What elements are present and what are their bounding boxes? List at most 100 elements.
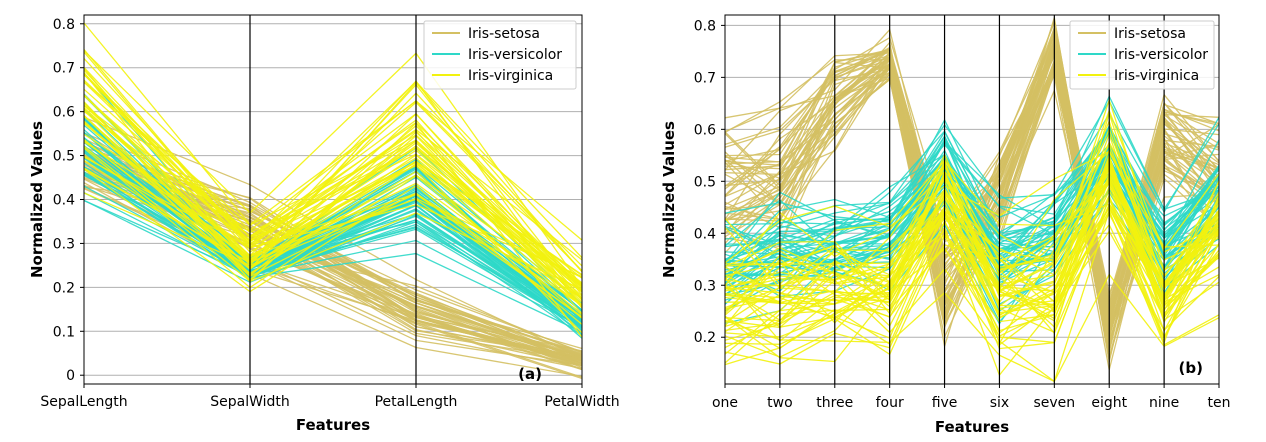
y-ticks-b: 0.2 0.3 0.4 0.5 0.6 0.7 0.8 bbox=[694, 18, 725, 346]
series-line-virginica bbox=[724, 173, 1220, 320]
y-tick-label: 0.4 bbox=[53, 193, 75, 209]
y-tick-label: 0.8 bbox=[694, 18, 716, 34]
chart-panel-a: 00.10.20.30.40.50.60.70.8 SepalLength Sep… bbox=[28, 14, 620, 434]
x-ticks-b: one two three four five six seven eight nine ten bbox=[712, 384, 1231, 411]
legend-label-versicolor: Iris-versicolor bbox=[1114, 47, 1208, 63]
series-line-virginica bbox=[83, 73, 583, 306]
x-tick-label: SepalWidth bbox=[210, 394, 290, 410]
series-line-virginica bbox=[724, 140, 1220, 299]
y-axis-label-b: Normalized Values bbox=[660, 121, 678, 278]
series-line-virginica bbox=[83, 51, 583, 278]
x-tick-label: nine bbox=[1149, 395, 1179, 411]
y-tick-label: 0.6 bbox=[694, 122, 716, 138]
series-line-virginica bbox=[724, 177, 1220, 329]
panel-label-a: (a) bbox=[518, 365, 542, 383]
series-line-virginica bbox=[83, 147, 583, 316]
legend-box-a bbox=[423, 20, 577, 90]
y-tick-label: 0.7 bbox=[694, 70, 716, 86]
legend-box-b bbox=[1069, 20, 1215, 90]
series-line-setosa bbox=[83, 182, 583, 378]
x-ticks-a: SepalLength SepalWidth PetalLength PetalWid… bbox=[40, 384, 620, 410]
x-axis-label-a: Features bbox=[296, 416, 370, 434]
y-tick-label: 0.3 bbox=[694, 278, 716, 294]
x-tick-label: five bbox=[932, 395, 958, 411]
series-line-versicolor bbox=[83, 137, 583, 323]
x-tick-label: SepalLength bbox=[40, 394, 127, 410]
series-line-virginica bbox=[83, 133, 583, 288]
x-tick-label: PetalWidth bbox=[544, 394, 619, 410]
series-line-virginica bbox=[83, 88, 583, 299]
y-tick-label: 0.2 bbox=[694, 330, 716, 346]
chart-panel-b: 0.2 0.3 0.4 0.5 0.6 0.7 0.8 one two three four fiv… bbox=[660, 14, 1231, 436]
y-tick-label: 0.4 bbox=[694, 226, 716, 242]
y-axis-label-a: Normalized Values bbox=[28, 121, 46, 278]
y-tick-label: 0.5 bbox=[694, 174, 716, 190]
series-line-virginica bbox=[83, 72, 583, 290]
series-line-virginica bbox=[83, 121, 583, 307]
series-line-versicolor bbox=[83, 171, 583, 330]
series-line-virginica bbox=[83, 95, 583, 292]
x-tick-label: one bbox=[712, 395, 738, 411]
x-tick-label: eight bbox=[1091, 395, 1127, 411]
y-tick-label: 0 bbox=[66, 368, 75, 384]
y-tick-label: 0.7 bbox=[53, 61, 75, 77]
x-tick-label: seven bbox=[1033, 395, 1075, 411]
series-line-virginica bbox=[724, 148, 1220, 305]
x-tick-label: ten bbox=[1208, 395, 1231, 411]
x-axis-label-b: Features bbox=[935, 418, 1009, 436]
series-line-virginica bbox=[724, 193, 1220, 345]
legend-label-versicolor: Iris-versicolor bbox=[468, 47, 562, 63]
series-line-virginica bbox=[83, 50, 583, 288]
series-line-virginica bbox=[724, 111, 1220, 307]
panel-label-b: (b) bbox=[1179, 359, 1203, 377]
series-line-virginica bbox=[83, 168, 583, 325]
y-tick-label: 0.1 bbox=[53, 324, 75, 340]
feature-axes-a bbox=[249, 15, 417, 384]
series-line-virginica bbox=[724, 98, 1220, 287]
series-line-virginica bbox=[83, 81, 583, 308]
series-line-versicolor bbox=[724, 94, 1220, 261]
series-line-versicolor bbox=[83, 199, 583, 326]
legend-a: Iris-setosa Iris-versicolor Iris-virgini… bbox=[423, 20, 577, 90]
legend-b: Iris-setosa Iris-versicolor Iris-virgini… bbox=[1069, 20, 1215, 90]
x-tick-label: two bbox=[767, 395, 793, 411]
plot-lines-a bbox=[83, 22, 583, 380]
x-tick-label: four bbox=[876, 395, 904, 411]
y-tick-label: 0.6 bbox=[53, 105, 75, 121]
series-line-virginica bbox=[83, 115, 583, 285]
series-line-versicolor bbox=[83, 162, 583, 328]
plot-frame-b bbox=[724, 14, 1220, 385]
y-tick-label: 0.2 bbox=[53, 280, 75, 296]
legend-label-setosa: Iris-setosa bbox=[1114, 26, 1186, 42]
series-line-virginica bbox=[83, 139, 583, 303]
y-ticks-a: 0 0.1 0.2 0.3 0.4 0.5 0.6 0.7 0.8 bbox=[53, 17, 84, 384]
series-line-virginica bbox=[724, 202, 1220, 339]
series-line-virginica bbox=[724, 209, 1220, 383]
series-line-virginica bbox=[724, 159, 1220, 287]
x-tick-label: six bbox=[990, 395, 1009, 411]
series-line-virginica bbox=[724, 155, 1220, 332]
series-line-virginica bbox=[83, 121, 583, 300]
x-tick-label: three bbox=[816, 395, 853, 411]
series-line-versicolor bbox=[83, 192, 583, 333]
series-line-virginica bbox=[83, 104, 583, 284]
y-tick-label: 0.8 bbox=[53, 17, 75, 33]
x-tick-label: PetalLength bbox=[375, 394, 458, 410]
series-line-virginica bbox=[83, 110, 583, 286]
y-tick-label: 0.3 bbox=[53, 236, 75, 252]
series-line-virginica bbox=[724, 209, 1220, 377]
series-line-versicolor bbox=[724, 124, 1220, 285]
series-line-virginica bbox=[83, 67, 583, 261]
series-line-virginica bbox=[83, 22, 583, 267]
legend-label-setosa: Iris-setosa bbox=[468, 26, 540, 42]
y-tick-label: 0.5 bbox=[53, 149, 75, 165]
legend-label-virginica: Iris-virginica bbox=[468, 68, 553, 84]
legend-label-virginica: Iris-virginica bbox=[1114, 68, 1199, 84]
series-line-virginica bbox=[724, 162, 1220, 363]
series-line-virginica bbox=[724, 273, 1220, 383]
series-line-virginica bbox=[724, 206, 1220, 324]
plot-lines-b bbox=[724, 17, 1220, 383]
feature-axes-b bbox=[779, 15, 1165, 384]
series-line-virginica bbox=[83, 92, 583, 273]
